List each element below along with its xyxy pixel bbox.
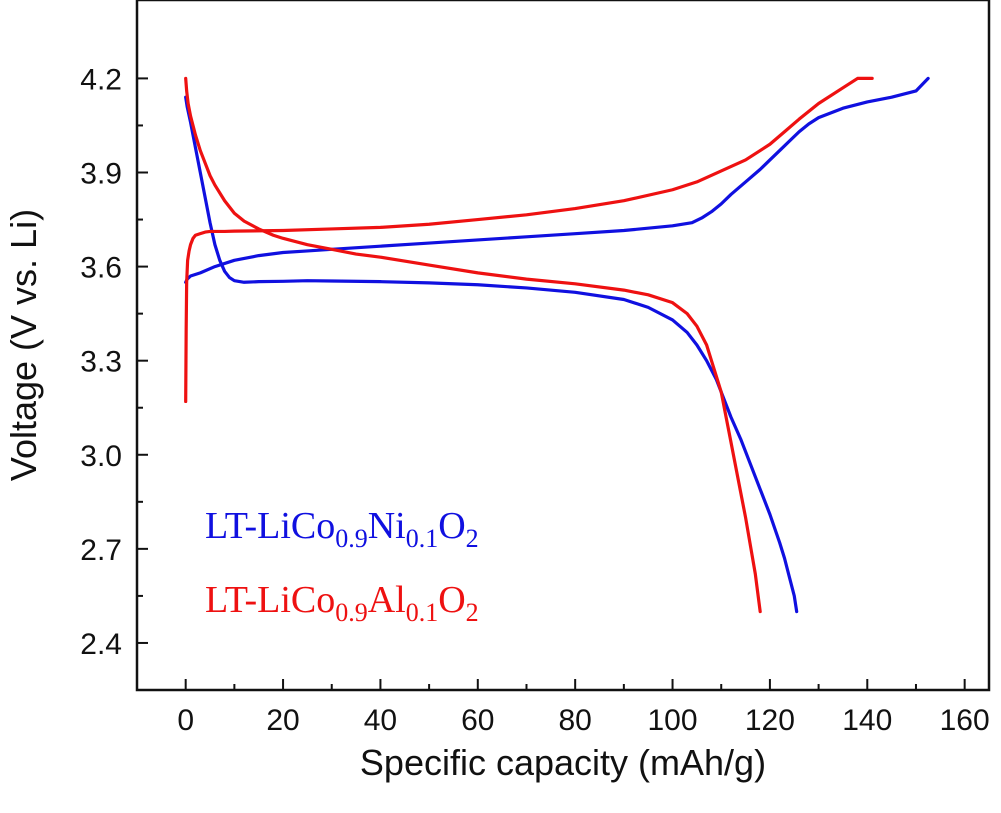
x-tick-label: 60 [461, 704, 494, 737]
x-tick-label: 0 [177, 704, 194, 737]
y-axis-label: Voltage (V vs. Li) [3, 209, 44, 481]
series-layer [184, 76, 930, 614]
x-tick-label: 160 [940, 704, 990, 737]
y-tick-label: 2.7 [80, 534, 122, 567]
series-1-discharge-line [184, 76, 762, 614]
y-tick-label: 3.6 [80, 252, 122, 285]
y-tick-label: 3.3 [80, 346, 122, 379]
series-1-charge-line [184, 76, 874, 404]
y-tick-label: 3.9 [80, 158, 122, 191]
y-tick-label: 2.4 [80, 628, 122, 661]
y-tick-label: 3.0 [80, 440, 122, 473]
tick-layer: 0 20 40 60 80 100 120 140 160 2.4 2.7 3.0 3.3 3.6 3.9 4… [80, 63, 989, 737]
legend-entry-1: LT-LiCo0.9Al0.1O2 [205, 579, 479, 627]
legend-entry-0: LT-LiCo0.9Ni0.1O2 [205, 505, 479, 553]
legend: LT-LiCo0.9Ni0.1O2 LT-LiCo0.9Al0.1O2 [205, 505, 479, 627]
y-tick-label: 4.2 [80, 63, 122, 96]
x-axis-label: Specific capacity (mAh/g) [360, 742, 766, 783]
plot-frame [135, 0, 991, 692]
x-tick-label: 20 [266, 704, 299, 737]
x-tick-label: 140 [842, 704, 892, 737]
x-tick-label: 80 [558, 704, 591, 737]
series-0-charge-line [184, 76, 930, 284]
x-tick-label: 120 [745, 704, 795, 737]
x-tick-label: 100 [648, 704, 698, 737]
x-tick-label: 40 [364, 704, 397, 737]
series-0-discharge-line [184, 95, 799, 614]
